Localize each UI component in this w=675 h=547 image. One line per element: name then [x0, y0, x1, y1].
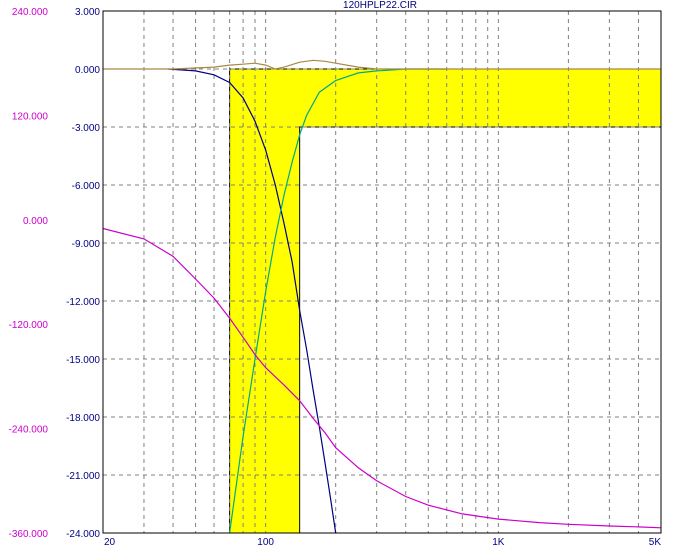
- grid: [103, 11, 661, 533]
- series-line-4: [102, 227, 662, 529]
- phase-axis-tick-label: 0.000: [23, 216, 48, 227]
- plot-frame: [102, 10, 662, 534]
- left-axis-tick-label: -18.000: [66, 413, 100, 424]
- series-layer: [102, 59, 662, 534]
- series-line-2: [229, 68, 447, 534]
- passband-region: [229, 68, 662, 534]
- x-axis-tick-label: 100: [257, 537, 274, 547]
- x-axis-tick-label: 20: [104, 537, 116, 547]
- x-axis-ticks: 20 100 1K 5K: [104, 537, 661, 547]
- left-axis-tick-label: 3.000: [75, 7, 100, 18]
- passband-shape: [229, 68, 662, 534]
- left-axis-tick-label: -3.000: [72, 123, 101, 134]
- left-axis-tick-label: -21.000: [66, 471, 100, 482]
- x-axis-tick-label: 1K: [492, 537, 505, 547]
- left-axis-tick-label: -15.000: [66, 355, 100, 366]
- phase-axis-tick-label: -360.000: [9, 529, 49, 540]
- left-axis-tick-label: 0.000: [75, 65, 100, 76]
- left-axis-tick-label: -12.000: [66, 297, 100, 308]
- phase-axis-ticks: 240.000 120.000 0.000 -120.000 -240.000 -360.…: [9, 7, 49, 540]
- phase-axis-tick-label: 240.000: [12, 7, 49, 18]
- series-line-3: [103, 59, 661, 70]
- phase-axis-tick-label: -120.000: [9, 320, 49, 331]
- left-axis-tick-label: -6.000: [72, 181, 101, 192]
- left-axis-tick-label: -24.000: [66, 529, 100, 540]
- x-axis-tick-label: 5K: [649, 537, 662, 547]
- phase-axis-tick-label: -240.000: [9, 425, 49, 436]
- phase-axis-tick-label: 120.000: [12, 111, 49, 122]
- chart-title: 120HPLP22.CIR: [343, 0, 417, 11]
- series-line-1: [167, 68, 337, 534]
- left-axis-tick-label: -9.000: [72, 239, 101, 250]
- left-axis-ticks: 3.000 0.000 -3.000 -6.000 -9.000 -12.000 -15.0…: [66, 7, 100, 540]
